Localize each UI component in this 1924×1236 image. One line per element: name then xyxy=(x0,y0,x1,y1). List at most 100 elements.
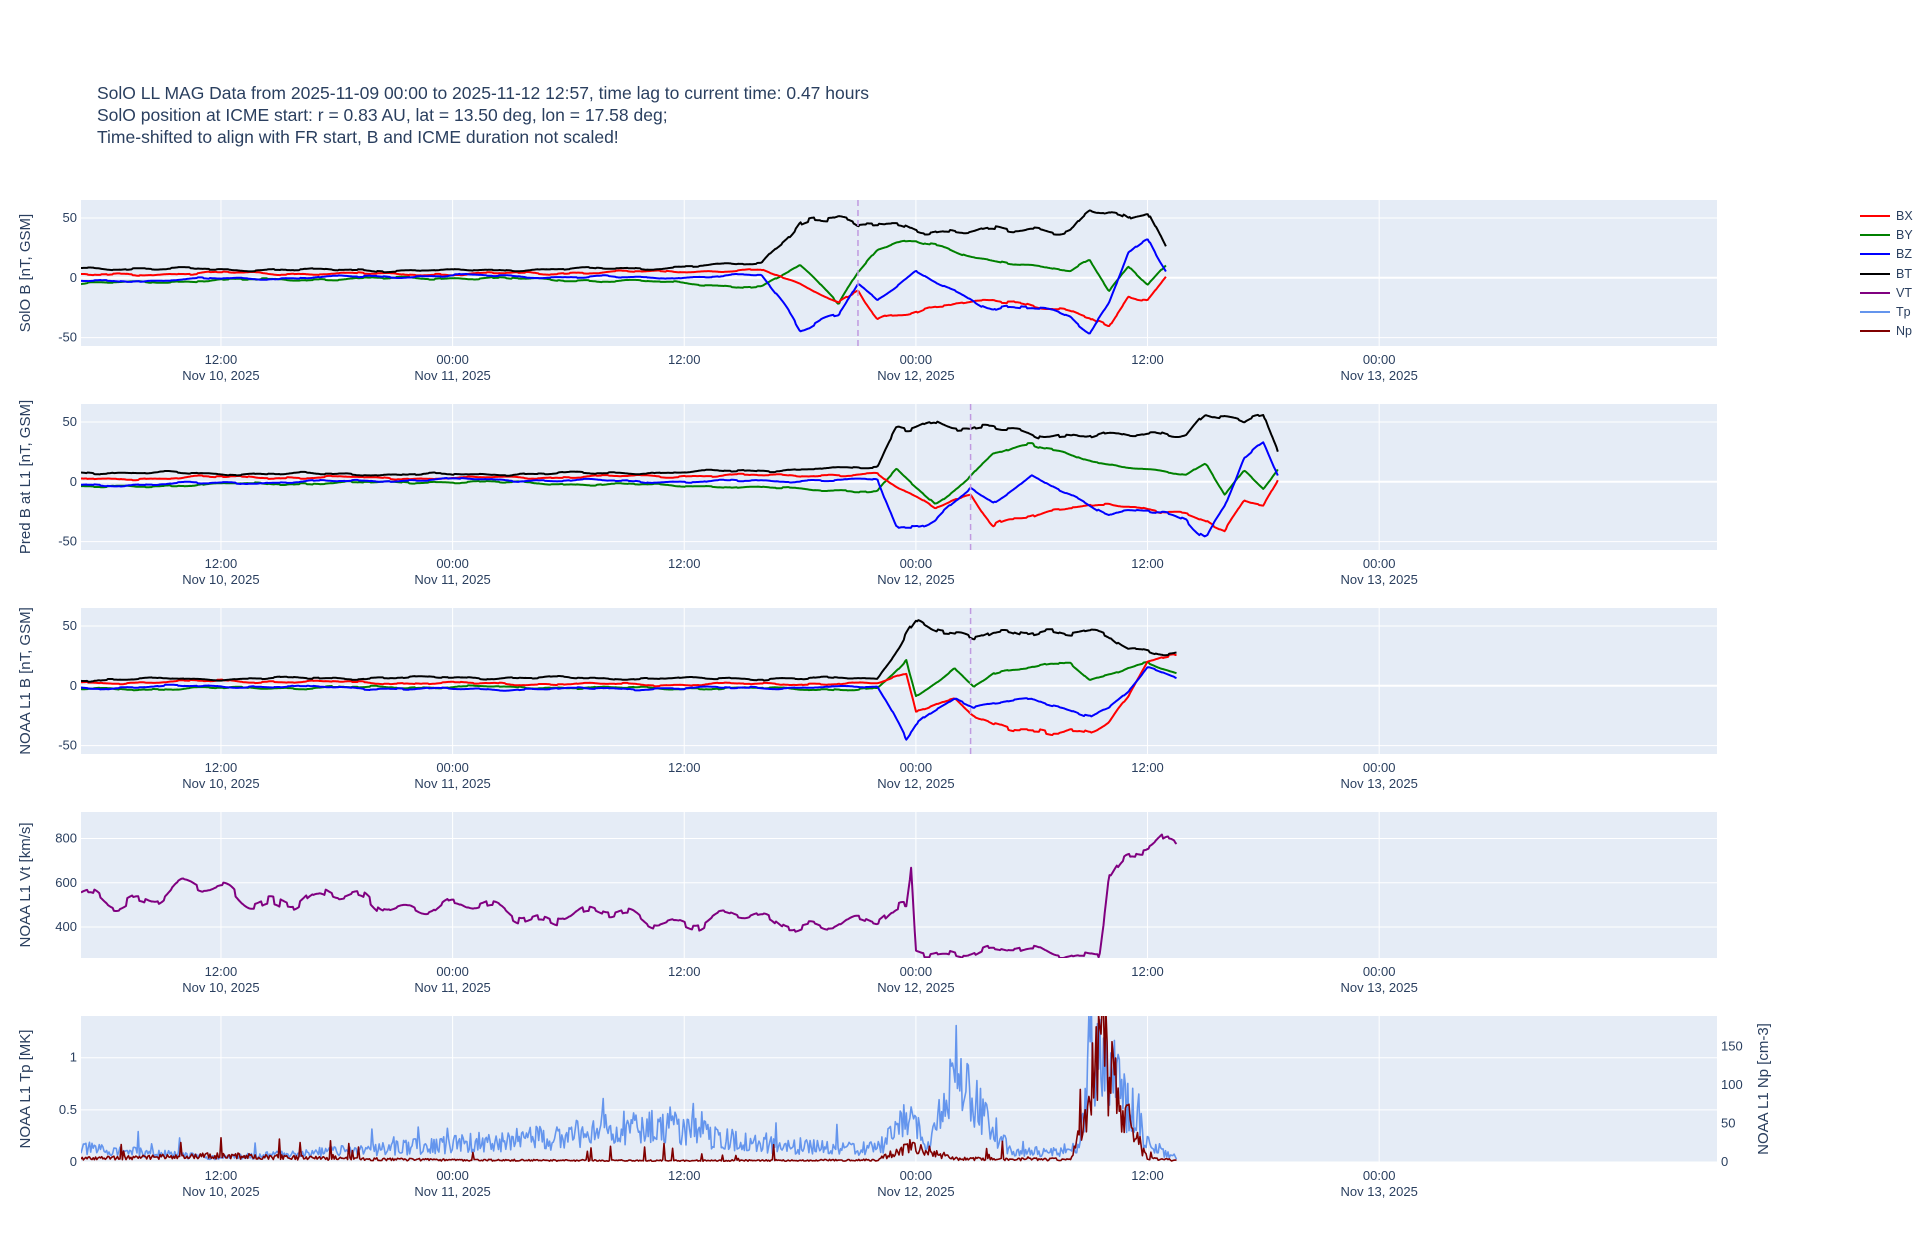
y-axis-title: NOAA L1 Tp [MK] xyxy=(17,1030,34,1149)
series-group xyxy=(81,619,1177,741)
y-tick-label: 0 xyxy=(70,474,77,489)
x-tick-date-label: Nov 11, 2025 xyxy=(414,368,490,383)
legend-item-vt[interactable]: VT xyxy=(1860,283,1913,302)
series-line-bz xyxy=(81,666,1177,741)
legend-item-np[interactable]: Np xyxy=(1860,322,1913,341)
x-tick-label: 00:00 xyxy=(1363,1168,1396,1183)
legend-swatch xyxy=(1860,311,1890,314)
x-tick-label: 00:00 xyxy=(1363,352,1396,367)
y-tick-label: 0 xyxy=(70,678,77,693)
x-tick-date-label: Nov 13, 2025 xyxy=(1341,572,1418,587)
x-tick-label: 00:00 xyxy=(436,964,469,979)
series-line-by xyxy=(81,442,1279,505)
plot-background xyxy=(81,1016,1717,1162)
x-tick-date-label: Nov 10, 2025 xyxy=(182,368,259,383)
legend-item-bz[interactable]: BZ xyxy=(1860,245,1913,264)
y-tick-label: 1 xyxy=(70,1050,77,1065)
legend-label: BY xyxy=(1896,227,1913,242)
x-tick-label: 12:00 xyxy=(668,352,701,367)
x-tick-label: 12:00 xyxy=(668,1168,701,1183)
x-tick-label: 00:00 xyxy=(436,556,469,571)
y-tick-label: 0.5 xyxy=(59,1102,77,1117)
chart-title: SolO LL MAG Data from 2025-11-09 00:00 t… xyxy=(97,82,869,148)
y-tick-label: -50 xyxy=(58,738,77,753)
x-tick-date-label: Nov 12, 2025 xyxy=(877,368,954,383)
legend-item-tp[interactable]: Tp xyxy=(1860,302,1913,321)
plot-background xyxy=(81,200,1717,346)
legend-swatch xyxy=(1860,253,1890,256)
x-tick-label: 00:00 xyxy=(900,760,933,775)
legend-label: Np xyxy=(1896,324,1912,339)
title-line-2: SolO position at ICME start: r = 0.83 AU… xyxy=(97,105,668,125)
series-group xyxy=(81,209,1167,335)
y-tick-label: 600 xyxy=(55,875,77,890)
series-line-bx xyxy=(81,471,1279,533)
plot-background xyxy=(81,812,1717,958)
series-line-by xyxy=(81,659,1177,698)
x-tick-label: 12:00 xyxy=(205,352,238,367)
x-tick-label: 00:00 xyxy=(436,760,469,775)
x-tick-label: 12:00 xyxy=(668,760,701,775)
x-tick-date-label: Nov 13, 2025 xyxy=(1341,980,1418,995)
series-line-bt xyxy=(81,413,1279,477)
legend-label: VT xyxy=(1896,285,1912,300)
x-tick-date-label: Nov 13, 2025 xyxy=(1341,368,1418,383)
x-tick-label: 00:00 xyxy=(900,352,933,367)
x-tick-date-label: Nov 12, 2025 xyxy=(877,1184,954,1199)
x-tick-label: 12:00 xyxy=(1131,760,1164,775)
x-tick-label: 00:00 xyxy=(900,556,933,571)
series-group xyxy=(81,833,1178,958)
legend-label: BZ xyxy=(1896,247,1912,262)
y-axis-title: SolO B [nT, GSM] xyxy=(17,214,34,332)
x-tick-label: 12:00 xyxy=(1131,352,1164,367)
y-tick-label: 50 xyxy=(63,618,77,633)
y2-tick-label: 0 xyxy=(1721,1154,1728,1169)
y-axis-title: NOAA L1 B [nT, GSM] xyxy=(17,607,34,755)
x-tick-date-label: Nov 13, 2025 xyxy=(1341,1184,1418,1199)
series-line-vt xyxy=(81,833,1178,958)
y2-tick-label: 150 xyxy=(1721,1039,1743,1054)
legend-swatch xyxy=(1860,330,1890,333)
y-tick-label: 50 xyxy=(63,210,77,225)
x-tick-label: 12:00 xyxy=(1131,964,1164,979)
x-tick-label: 00:00 xyxy=(1363,760,1396,775)
legend-label: BX xyxy=(1896,208,1913,223)
series-line-bx xyxy=(81,268,1167,327)
x-tick-date-label: Nov 10, 2025 xyxy=(182,1184,259,1199)
y-axis-title: NOAA L1 Vt [km/s] xyxy=(17,822,34,947)
legend-label: Tp xyxy=(1896,305,1911,320)
series-line-np xyxy=(81,1016,1177,1162)
series-line-by xyxy=(81,239,1167,305)
y-tick-label: 50 xyxy=(63,414,77,429)
x-tick-label: 00:00 xyxy=(1363,964,1396,979)
legend-item-bx[interactable]: BX xyxy=(1860,206,1913,225)
y-tick-label: 400 xyxy=(55,919,77,934)
x-tick-date-label: Nov 12, 2025 xyxy=(877,980,954,995)
x-tick-label: 12:00 xyxy=(205,760,238,775)
y-tick-label: 0 xyxy=(70,270,77,285)
y-tick-label: 800 xyxy=(55,831,77,846)
x-tick-label: 12:00 xyxy=(205,556,238,571)
x-tick-label: 00:00 xyxy=(436,352,469,367)
legend: BX BY BZ BT VT Tp Np xyxy=(1860,206,1913,341)
y-axis-title: Pred B at L1 [nT, GSM] xyxy=(17,400,34,554)
series-line-bz xyxy=(81,441,1279,538)
legend-item-by[interactable]: BY xyxy=(1860,225,1913,244)
y2-axis-title: NOAA L1 Np [cm-3] xyxy=(1755,1023,1772,1155)
x-tick-date-label: Nov 10, 2025 xyxy=(182,980,259,995)
y-tick-label: -50 xyxy=(58,534,77,549)
x-tick-label: 12:00 xyxy=(1131,556,1164,571)
legend-label: BT xyxy=(1896,266,1912,281)
title-line-1: SolO LL MAG Data from 2025-11-09 00:00 t… xyxy=(97,83,870,103)
x-tick-label: 12:00 xyxy=(668,964,701,979)
x-tick-label: 00:00 xyxy=(900,964,933,979)
legend-item-bt[interactable]: BT xyxy=(1860,264,1913,283)
legend-swatch xyxy=(1860,291,1890,294)
y2-tick-label: 100 xyxy=(1721,1077,1743,1092)
